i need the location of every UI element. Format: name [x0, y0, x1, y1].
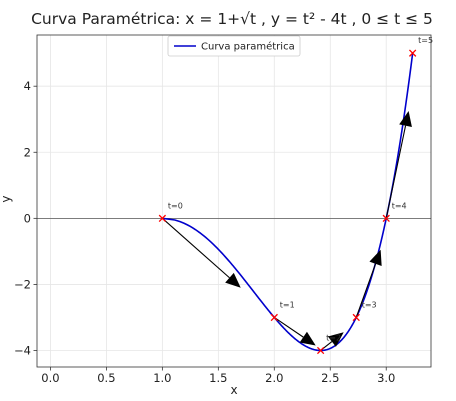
y-tick-label: 2	[24, 145, 31, 159]
arrow-shaft-1	[273, 316, 304, 338]
x-axis-label: x	[230, 383, 237, 397]
marker-t4	[382, 214, 390, 223]
x-tick-label: 1.0	[153, 371, 171, 385]
y-tick-label: 0	[24, 211, 31, 225]
marker-t5	[408, 49, 417, 57]
direction-arrows	[161, 110, 412, 351]
x-tick-label: 2.5	[321, 371, 339, 385]
marker-t1	[270, 313, 278, 322]
label-t5: t=5	[418, 36, 433, 45]
marker-t2	[316, 346, 325, 355]
x-tick-label: 1.5	[209, 371, 227, 385]
x-tick-label: 0.0	[41, 371, 59, 385]
legend: Curva paramétrica	[167, 35, 301, 57]
x-tick-label: 0.5	[97, 371, 115, 385]
arrow-head-0	[225, 272, 241, 288]
marker-stroke	[158, 214, 167, 223]
arrow-head-2	[327, 332, 344, 347]
grid	[37, 35, 431, 367]
label-t3: t=3	[362, 300, 377, 309]
t-labels: t=0 t=1 t=2 t=3 t=4 t=5	[168, 36, 433, 342]
marker-t0	[158, 214, 167, 223]
y-tick-label: 4	[24, 79, 31, 93]
marker-t3	[352, 313, 360, 322]
chart-title: Curva Paramétrica: x = 1+√t , y = t² - 4…	[31, 10, 433, 28]
y-tick-label: −4	[14, 343, 31, 357]
label-t0: t=0	[168, 201, 183, 210]
legend-box	[167, 35, 301, 57]
t-markers	[158, 49, 417, 355]
label-t4: t=4	[392, 201, 407, 210]
marker-stroke	[270, 313, 278, 322]
plot-frame	[36, 34, 432, 368]
marker-stroke	[352, 313, 360, 322]
marker-stroke	[382, 214, 390, 223]
arrow-head-1	[299, 331, 316, 346]
marker-stroke	[316, 346, 325, 355]
x-tick-label: 3.0	[377, 371, 395, 385]
label-t1: t=1	[280, 300, 295, 309]
marker-stroke	[408, 49, 417, 57]
label-t2: t=2	[326, 333, 341, 342]
x-axis-ticks: 0.0 0.5 1.0 1.5 2.0 2.5 3.0	[41, 367, 395, 385]
arrow-shaft-0	[161, 217, 230, 279]
arrow-head-4	[399, 110, 412, 127]
arrow-shaft-3	[355, 263, 377, 318]
arrow-head-3	[369, 249, 382, 267]
y-axis-label: y	[0, 195, 13, 202]
legend-entry-curva-parametrica: Curva paramétrica	[201, 41, 295, 53]
arrow-shaft-4	[385, 125, 407, 219]
x-tick-label: 2.0	[265, 371, 283, 385]
y-tick-label: −2	[14, 277, 31, 291]
y-axis-ticks: −4 −2 0 2 4	[14, 79, 37, 357]
